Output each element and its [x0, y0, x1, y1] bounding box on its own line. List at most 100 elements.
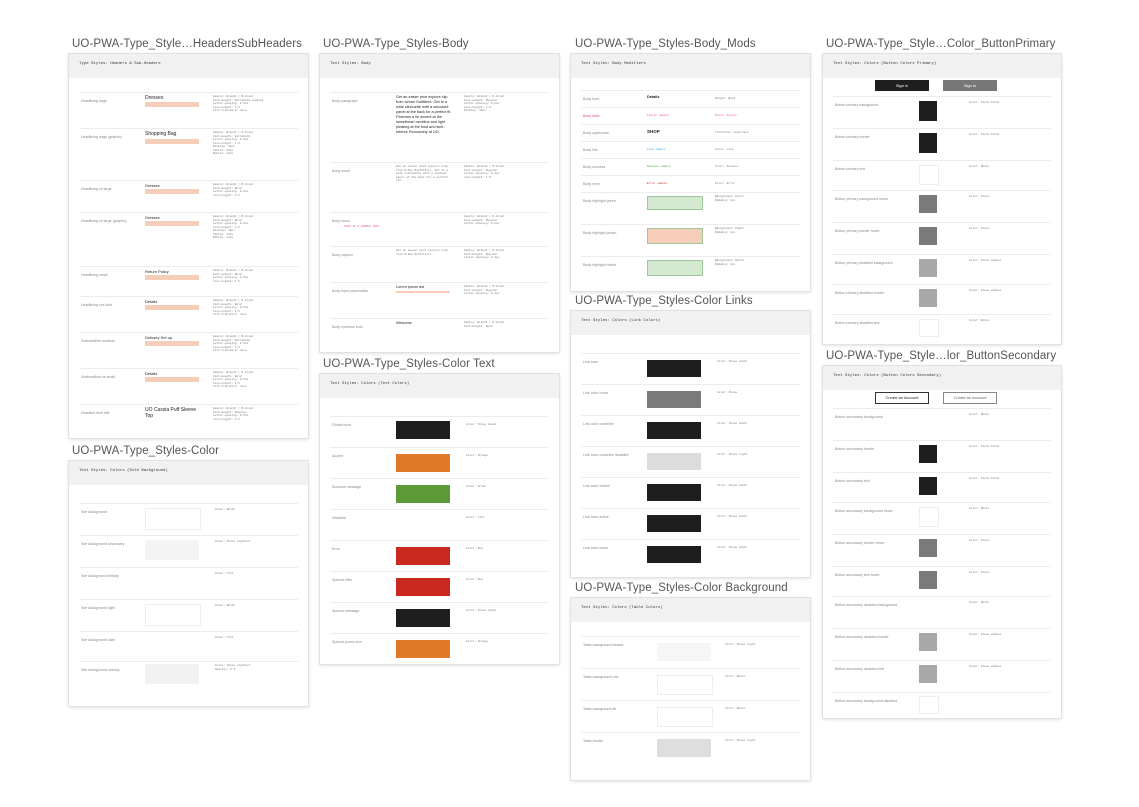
row-label: Body highlight green	[583, 199, 616, 203]
artboard-header-text: Text Styles: Colors (Button Colors Secon…	[833, 374, 942, 378]
peach-highlight	[145, 102, 199, 107]
swatch-row: Site background tertiary Color: Tint	[79, 567, 298, 600]
sample-text: Details	[145, 299, 158, 304]
artboard-color-text[interactable]: Text Styles: Colors (Text Colors) Global…	[320, 374, 559, 664]
swatch-row: Button secondary border Color: Stone blac…	[833, 440, 1051, 473]
artboard-body-mods[interactable]: Text Styles: Body Modifiers Body bold Det…	[571, 54, 810, 291]
swatch-row: Special promo text Color: Orange	[330, 633, 549, 664]
artboard-title-button-primary[interactable]: UO-PWA-Type_Style…Color_ButtonPrimary	[826, 38, 1056, 50]
color-swatch	[919, 413, 937, 431]
color-swatch	[919, 319, 939, 337]
row-label: Body error	[583, 182, 600, 186]
row-label: Subheadline xs small	[81, 375, 115, 379]
artboard-title-body[interactable]: UO-PWA-Type_Styles-Body	[323, 38, 469, 50]
artboard-header-bar: Text Styles: Colors (Link Colors)	[571, 311, 810, 335]
style-row: Headlining large (graphic) Shopping Bag …	[79, 128, 298, 181]
sample-text: SHOP	[647, 129, 660, 134]
swatch-row: Site background overlay Color: Stone ligh…	[79, 661, 298, 694]
color-swatch	[145, 604, 201, 626]
sign-in-button-hover[interactable]: Sign in	[943, 80, 997, 91]
row-label: Headlining small	[81, 273, 108, 277]
artboard-color-links[interactable]: Text Styles: Colors (Link Colors) Link c…	[571, 311, 810, 577]
swatch-row: Button secondary background Color: White	[833, 408, 1051, 441]
swatch-row: Button primary border Color: Stone black	[833, 128, 1051, 161]
swatch-row: Table border Color: Stone light	[581, 732, 800, 765]
artboard-header-text: Type Styles: Headers & Sub-Headers	[79, 62, 161, 66]
artboard-title-headers[interactable]: UO-PWA-Type_Style…HeadersSubHeaders	[72, 38, 302, 50]
color-swatch	[919, 571, 937, 589]
spec-text: Color: Stone	[969, 539, 990, 542]
swatch-row: Button primary disabled border Color: Sto…	[833, 284, 1051, 315]
artboard-title-color-background[interactable]: UO-PWA-Type_Styles-Color Background	[575, 582, 788, 594]
create-account-button-hover[interactable]: Create an Account	[943, 392, 997, 404]
sample-text: Get an easier phot explore clip from Urb…	[396, 95, 452, 134]
row-label: Body italic	[583, 114, 600, 118]
artboard-title-body-mods[interactable]: UO-PWA-Type_Styles-Body_Mods	[575, 38, 756, 50]
row-label: Body link	[583, 148, 598, 152]
artboard-body[interactable]: Text Styles: Body Body paragraph Get an …	[320, 54, 559, 352]
row-label: Link color hover	[583, 391, 609, 395]
swatch-row: Disabled Color: Tint	[330, 509, 549, 541]
row-label: Button primary disabled background	[835, 261, 893, 265]
swatch-row: Button secondary background disabled	[833, 692, 1051, 717]
sample-text: Details	[647, 95, 660, 99]
spec-text: Color: White	[725, 707, 746, 710]
row-label: Headlining large (graphic)	[81, 135, 123, 139]
style-row: Body highlight mixed Background: Mixed Pa…	[581, 256, 800, 291]
row-label: Body highlight mixed	[583, 263, 617, 267]
swatch-row: Button primary border hover Color: Stone	[833, 222, 1051, 255]
artboard-title-color[interactable]: UO-PWA-Type_Styles-Color	[72, 445, 220, 457]
swatch-row: Button primary background Color: Stone bl…	[833, 96, 1051, 129]
row-label: Body caption	[332, 253, 353, 257]
spec-text: Background: Peach Padding: 4px	[715, 227, 744, 234]
sign-in-button-default[interactable]: Sign in	[875, 80, 929, 91]
row-label: Site background overlay	[81, 668, 120, 672]
style-row: Body italic Italic sample Style: Italic	[581, 107, 800, 125]
spec-text: Family: Brandt | R-Arial Font-weight: Bo…	[213, 299, 254, 316]
artboard-header-text: Text Styles: Colors (Text Colors)	[330, 382, 410, 386]
swatch-row: Table background header Color: Stone ligh…	[581, 636, 800, 669]
spec-text: Style: Italic	[715, 114, 737, 117]
artboard-color[interactable]: Text Styles: Colors (Site Background) Si…	[69, 461, 308, 706]
artboard-headers[interactable]: Type Styles: Headers & Sub-Headers Headl…	[69, 54, 308, 438]
color-swatch	[647, 453, 701, 470]
peach-highlight	[145, 377, 199, 382]
color-swatch	[396, 578, 450, 596]
row-label: Success message	[332, 485, 362, 489]
artboard-title-color-links[interactable]: UO-PWA-Type_Styles-Color Links	[575, 295, 753, 307]
spec-text: Color: Stone black	[717, 360, 748, 363]
color-swatch	[647, 546, 701, 563]
row-label: Button secondary text hover	[835, 573, 880, 577]
artboard-header-bar: Text Styles: Colors (Site Background)	[69, 461, 308, 485]
spec-text: Color: Stone black	[717, 515, 748, 518]
artboard-header-text: Text Styles: Colors (Table Colors)	[581, 606, 663, 610]
peach-highlight	[145, 305, 199, 310]
color-swatch	[919, 601, 937, 619]
row-label: Special message	[332, 609, 360, 613]
row-label: Button primary disabled border	[835, 291, 885, 295]
artboard-button-secondary[interactable]: Text Styles: Colors (Button Colors Secon…	[823, 366, 1061, 718]
style-row: Headlining xs large Dresses Family: Bran…	[79, 180, 298, 213]
spec-text: Color: Stone light	[717, 453, 748, 456]
swatch-row: Global color Color: Stone black	[330, 416, 549, 448]
spec-text: Color: Stone black	[717, 422, 748, 425]
row-label: Accent	[332, 454, 343, 458]
swatch-row: Link color underline Color: Stone black	[581, 415, 800, 447]
row-label: Body input placeholder	[332, 289, 369, 293]
artboard-title-color-text[interactable]: UO-PWA-Type_Styles-Color Text	[323, 358, 495, 370]
row-label: Subheadline medium	[81, 339, 115, 343]
sample-text-small: Success sample	[647, 165, 671, 168]
artboard-title-button-secondary[interactable]: UO-PWA-Type_Style…lor_ButtonSecondary	[826, 350, 1057, 362]
spec-text: Color: Stone light	[725, 643, 756, 646]
spec-text: Color: White	[969, 601, 990, 604]
artboard-color-background[interactable]: Text Styles: Colors (Table Colors) Table…	[571, 598, 810, 780]
color-swatch	[919, 195, 937, 213]
row-label: Button primary border	[835, 135, 870, 139]
artboard-button-primary[interactable]: Text Styles: Colors (Button Colors Prima…	[823, 54, 1061, 344]
create-account-button-default[interactable]: Create an Account	[875, 392, 929, 404]
spec-text: Color: Error	[715, 182, 736, 185]
style-row: Body bold Details Weight: Bold	[581, 90, 800, 108]
spec-text: Color: White	[969, 507, 990, 510]
sample-text: Dresses	[145, 183, 160, 188]
row-label: Body small	[332, 169, 350, 173]
